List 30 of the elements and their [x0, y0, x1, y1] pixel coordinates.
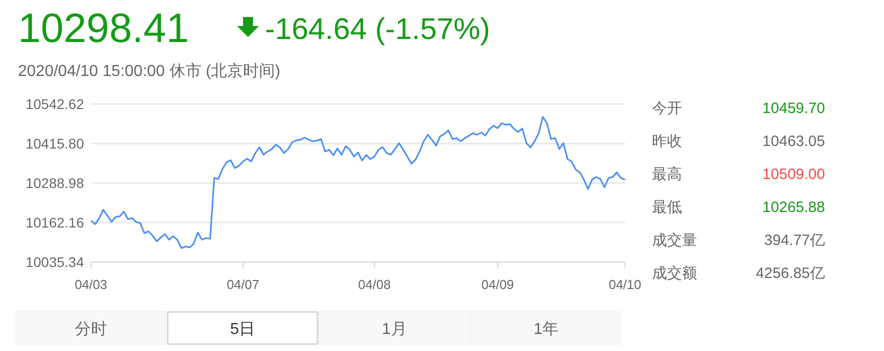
- text: 最高: [652, 166, 682, 183]
- x-tick-label: 04/03: [74, 277, 108, 292]
- y-tick-label: 10035.34: [26, 254, 84, 270]
- x-tick-label: 04/10: [608, 277, 642, 292]
- y-tick-label: 10288.98: [26, 175, 84, 191]
- text: 10265.88: [762, 199, 825, 216]
- text: 分时: [74, 320, 107, 338]
- y-tick-label: 10415.80: [26, 136, 84, 152]
- text: 今开: [652, 100, 682, 117]
- text: 1年: [534, 321, 559, 338]
- y-tick-label: 10542.62: [26, 96, 84, 112]
- text: 4256.85亿: [756, 265, 825, 282]
- text: 10509.00: [762, 166, 825, 183]
- chart-subtitle: -164.64 (-1.57%): [265, 13, 490, 46]
- text: 5日: [230, 321, 256, 338]
- x-tick-label: 04/07: [226, 277, 260, 292]
- line-series: [90, 116, 626, 249]
- x-tick-label: 04/08: [358, 277, 391, 292]
- text: 10459.70: [762, 100, 825, 117]
- chart-title: 10298.41: [18, 5, 190, 51]
- text: 昨收: [652, 133, 682, 150]
- text: 1月: [382, 321, 407, 338]
- x-tick-label: 04/09: [481, 277, 514, 292]
- y-tick-label: 10162.16: [26, 214, 84, 230]
- text: 成交量: [652, 232, 697, 249]
- text: 2020/04/10 15:00:00 休市 (北京时间): [18, 62, 280, 80]
- text: 10463.05: [762, 133, 825, 150]
- text: 最低: [652, 199, 682, 216]
- text: 394.77亿: [764, 232, 825, 249]
- text: 成交额: [652, 265, 697, 282]
